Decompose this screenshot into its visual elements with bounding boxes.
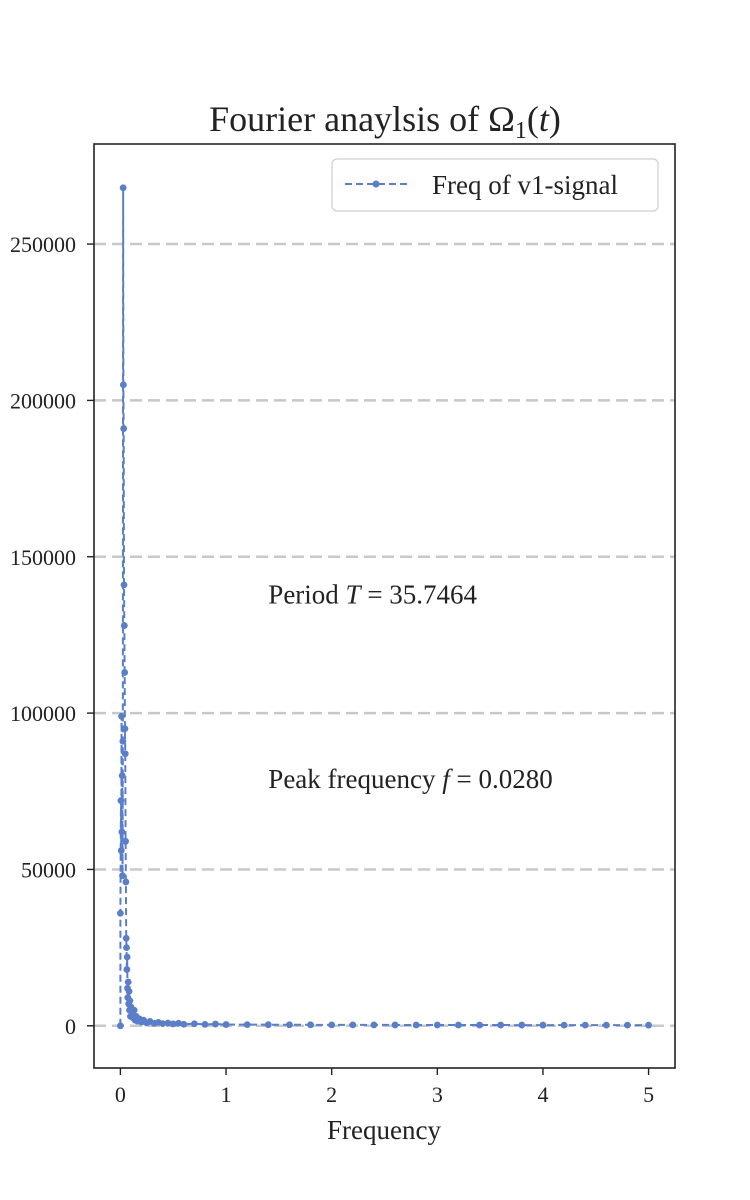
data-point	[126, 997, 134, 1005]
data-point	[122, 837, 129, 845]
data-point	[328, 1021, 336, 1029]
data-point	[121, 750, 129, 758]
data-point	[130, 1006, 138, 1014]
data-point	[118, 772, 126, 780]
annotation-0: Period T = 35.7464	[268, 580, 477, 610]
data-point	[119, 737, 127, 745]
data-point	[180, 1020, 188, 1028]
data-point	[120, 622, 128, 629]
data-point	[190, 1020, 198, 1028]
y-tick-label: 200000	[10, 388, 76, 413]
x-tick-label: 4	[537, 1082, 548, 1107]
data-point	[476, 1021, 483, 1029]
axes: 0 50000 100000 150000 200000 250000 0 1 2 3 4 5	[10, 143, 676, 1107]
data-point	[497, 1021, 505, 1029]
x-tick-label: 0	[115, 1082, 126, 1107]
legend-box	[331, 158, 659, 212]
data-point	[120, 425, 128, 432]
x-tick-label: 1	[221, 1082, 232, 1107]
data-point	[624, 1021, 631, 1029]
data-point	[560, 1021, 568, 1029]
data-point	[119, 184, 127, 192]
data-point	[122, 934, 130, 942]
data-point	[123, 966, 131, 973]
y-tick-label: 250000	[10, 232, 76, 257]
gridlines	[94, 242, 675, 1028]
x-tick-label: 3	[432, 1082, 443, 1107]
data-point	[122, 878, 130, 886]
data-point	[125, 987, 133, 995]
data-point	[201, 1020, 209, 1028]
data-point	[117, 909, 124, 917]
data-point	[391, 1021, 399, 1029]
data-point	[124, 978, 132, 986]
data-point	[117, 797, 125, 805]
data-point	[164, 1019, 172, 1027]
data-point	[117, 847, 125, 855]
y-tick-label: 100000	[10, 701, 76, 726]
data-point	[264, 1021, 272, 1029]
plot-frame	[93, 143, 676, 1069]
data-point	[518, 1021, 526, 1029]
data-point	[307, 1021, 314, 1029]
y-tick-label: 50000	[21, 857, 76, 882]
x-tick-label: 2	[326, 1082, 337, 1107]
data-point	[123, 944, 130, 952]
data-point	[212, 1020, 219, 1028]
data-point	[175, 1019, 182, 1027]
legend-label: Freq of v1-signal	[432, 170, 618, 200]
data-point	[243, 1021, 251, 1028]
legend: Freq of v1-signal	[331, 158, 659, 212]
data-point	[539, 1021, 547, 1029]
data-point	[117, 1022, 124, 1030]
chart-title: Fourier anaylsis of Ω1(t)	[209, 99, 561, 144]
data-point	[119, 872, 126, 880]
legend-marker-swatch	[372, 180, 380, 188]
data-point	[118, 712, 125, 720]
data-point	[602, 1021, 610, 1029]
data-point	[645, 1021, 652, 1029]
data-point	[120, 581, 128, 589]
annotations: Period T = 35.7464 Peak frequency f = 0.0…	[268, 580, 552, 794]
data-point	[121, 725, 129, 733]
data-point	[119, 381, 127, 389]
x-axis-label: Frequency	[327, 1115, 441, 1145]
data-point	[412, 1021, 420, 1029]
data-point	[222, 1021, 230, 1028]
data-point	[123, 953, 131, 961]
y-tick-label: 0	[65, 1014, 76, 1039]
data-point	[118, 828, 126, 836]
x-tick-label: 5	[643, 1082, 654, 1107]
data-point	[286, 1021, 293, 1029]
series-layer	[117, 184, 652, 1030]
data-point	[370, 1021, 378, 1029]
data-point	[121, 669, 129, 676]
data-point	[433, 1021, 441, 1029]
data-point	[581, 1021, 589, 1029]
y-tick-label: 150000	[10, 545, 76, 570]
data-point	[159, 1020, 167, 1027]
data-point	[169, 1020, 177, 1028]
annotation-1: Peak frequency f = 0.0280	[268, 764, 552, 794]
data-point	[455, 1021, 462, 1029]
data-point	[349, 1021, 357, 1029]
